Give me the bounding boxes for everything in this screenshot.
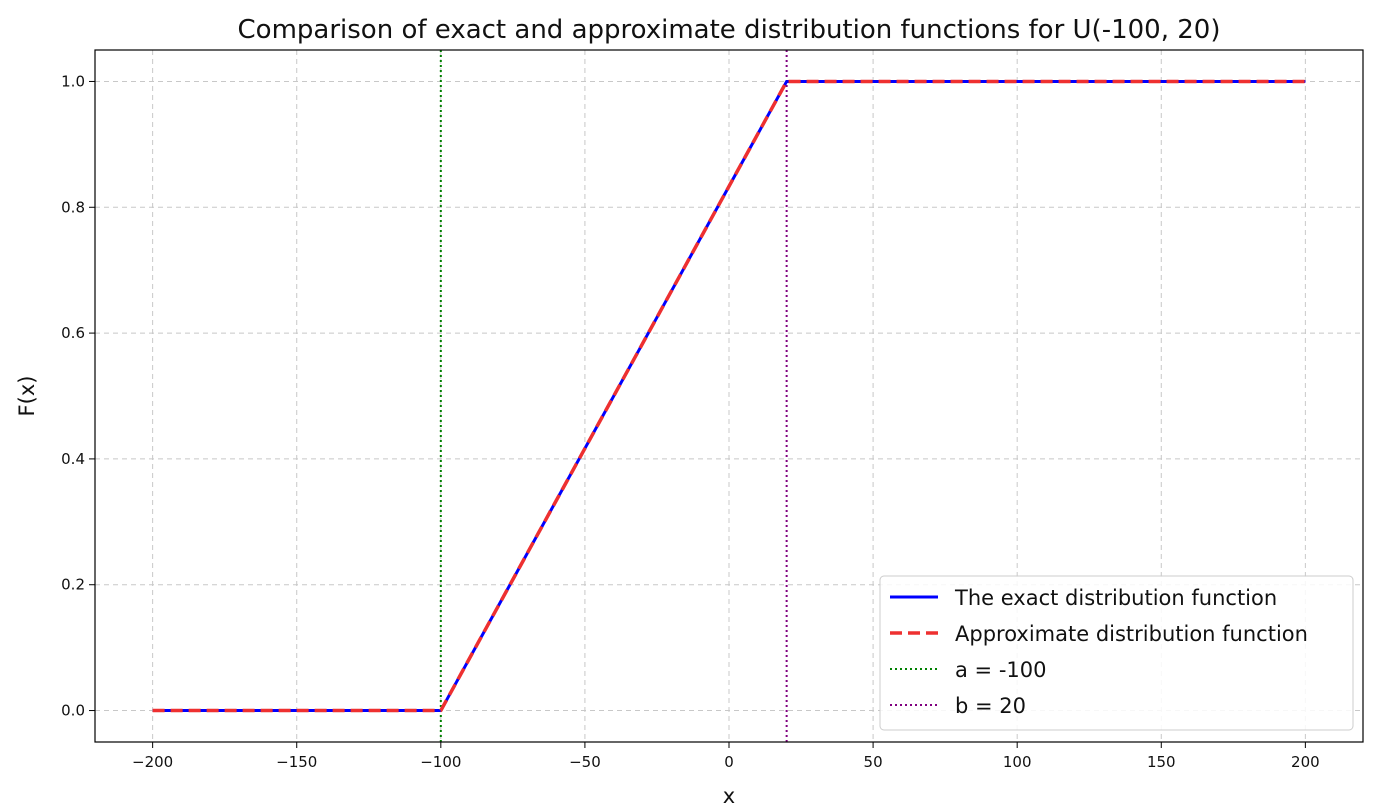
- legend-label-exact: The exact distribution function: [954, 586, 1277, 610]
- y-tick-label: 0.4: [61, 450, 85, 468]
- legend-frame: [879, 575, 1354, 731]
- chart-title: Comparison of exact and approximate dist…: [238, 15, 1221, 45]
- x-tick-label: 150: [1147, 753, 1176, 771]
- y-axis-label: F(x): [15, 376, 39, 417]
- y-tick-label: 0.6: [61, 324, 85, 342]
- y-tick-label: 1.0: [61, 72, 85, 90]
- legend-label-b: b = 20: [955, 694, 1026, 718]
- x-tick-label: −50: [569, 753, 601, 771]
- x-tick-label: 0: [724, 753, 734, 771]
- series-layer: [152, 50, 1306, 742]
- legend-label-approx: Approximate distribution function: [955, 622, 1308, 646]
- series-line-approx: [152, 79, 1306, 713]
- legend-label-a: a = -100: [955, 658, 1046, 682]
- ticks: −200 −150 −100 −50 0 50 100 150 200 0.0 0.2 0.4 0.6 0…: [61, 72, 1320, 771]
- x-axis-label: x: [723, 784, 735, 808]
- y-tick-label: 0.0: [61, 702, 85, 720]
- x-tick-label: 100: [1003, 753, 1032, 771]
- x-tick-label: −150: [276, 753, 317, 771]
- x-tick-label: −100: [420, 753, 461, 771]
- x-tick-label: 200: [1291, 753, 1320, 771]
- y-tick-label: 0.8: [61, 198, 85, 216]
- legend: The exact distribution function Approxim…: [879, 575, 1354, 731]
- x-tick-label: −200: [132, 753, 173, 771]
- x-tick-label: 50: [864, 753, 883, 771]
- y-tick-label: 0.2: [61, 576, 85, 594]
